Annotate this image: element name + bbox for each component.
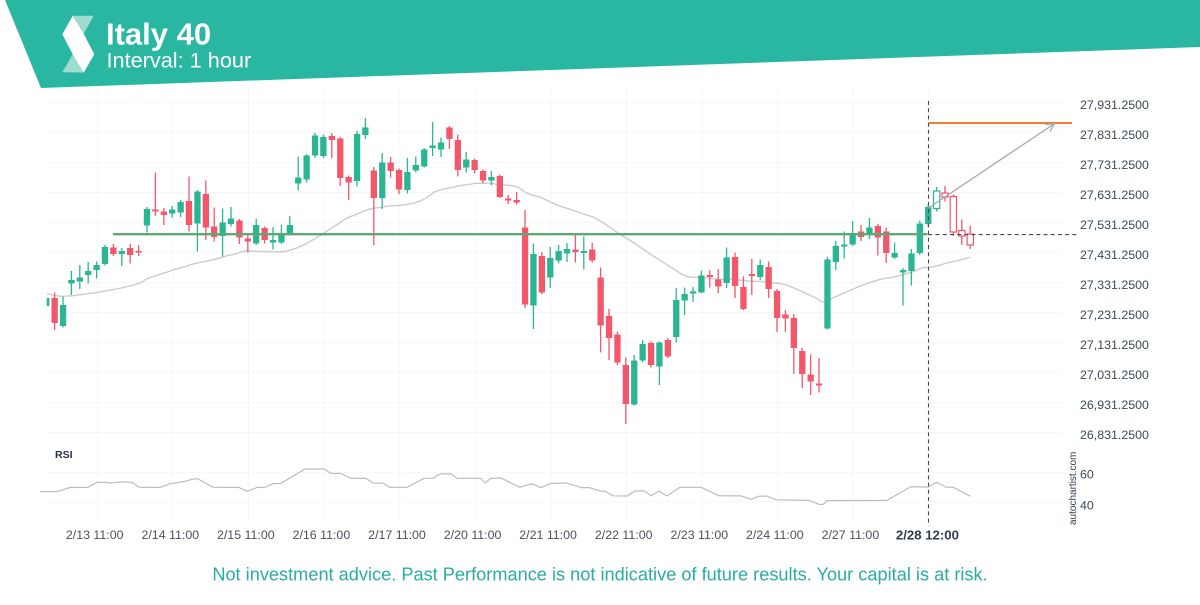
svg-text:Interval: 1 hour: Interval: 1 hour xyxy=(107,48,252,73)
svg-text:2/22 11:00: 2/22 11:00 xyxy=(595,528,653,542)
svg-text:27,631.2500: 27,631.2500 xyxy=(1080,188,1149,202)
svg-text:60: 60 xyxy=(1080,468,1094,482)
svg-text:27,931.2500: 27,931.2500 xyxy=(1080,98,1149,112)
svg-text:40: 40 xyxy=(1080,498,1094,512)
svg-text:27,731.2500: 27,731.2500 xyxy=(1080,158,1149,172)
svg-text:RSI: RSI xyxy=(55,449,73,461)
svg-text:27,031.2500: 27,031.2500 xyxy=(1080,368,1149,382)
svg-text:2/16 11:00: 2/16 11:00 xyxy=(293,528,351,542)
svg-text:26,831.2500: 26,831.2500 xyxy=(1080,428,1149,442)
svg-text:2/20 11:00: 2/20 11:00 xyxy=(444,528,502,542)
svg-text:2/24 11:00: 2/24 11:00 xyxy=(746,528,804,542)
svg-text:27,531.2500: 27,531.2500 xyxy=(1080,218,1149,232)
svg-text:27,831.2500: 27,831.2500 xyxy=(1080,128,1149,142)
svg-text:2/23 11:00: 2/23 11:00 xyxy=(670,528,728,542)
svg-text:Not investment advice. Past Pe: Not investment advice. Past Performance … xyxy=(212,565,987,585)
svg-text:2/15 11:00: 2/15 11:00 xyxy=(217,528,275,542)
svg-text:2/21 11:00: 2/21 11:00 xyxy=(519,528,577,542)
svg-text:27,331.2500: 27,331.2500 xyxy=(1080,278,1149,292)
svg-text:2/28 12:00: 2/28 12:00 xyxy=(896,527,959,542)
svg-text:2/13 11:00: 2/13 11:00 xyxy=(66,528,124,542)
svg-text:26,931.2500: 26,931.2500 xyxy=(1080,398,1149,412)
svg-text:2/17 11:00: 2/17 11:00 xyxy=(368,528,426,542)
svg-text:autochartist.com: autochartist.com xyxy=(1068,452,1079,525)
svg-text:2/14 11:00: 2/14 11:00 xyxy=(141,528,199,542)
svg-text:27,231.2500: 27,231.2500 xyxy=(1080,308,1149,322)
svg-text:27,131.2500: 27,131.2500 xyxy=(1080,338,1149,352)
svg-text:2/27 11:00: 2/27 11:00 xyxy=(822,528,880,542)
svg-text:Italy 40: Italy 40 xyxy=(106,16,211,51)
svg-text:27,431.2500: 27,431.2500 xyxy=(1080,248,1149,262)
